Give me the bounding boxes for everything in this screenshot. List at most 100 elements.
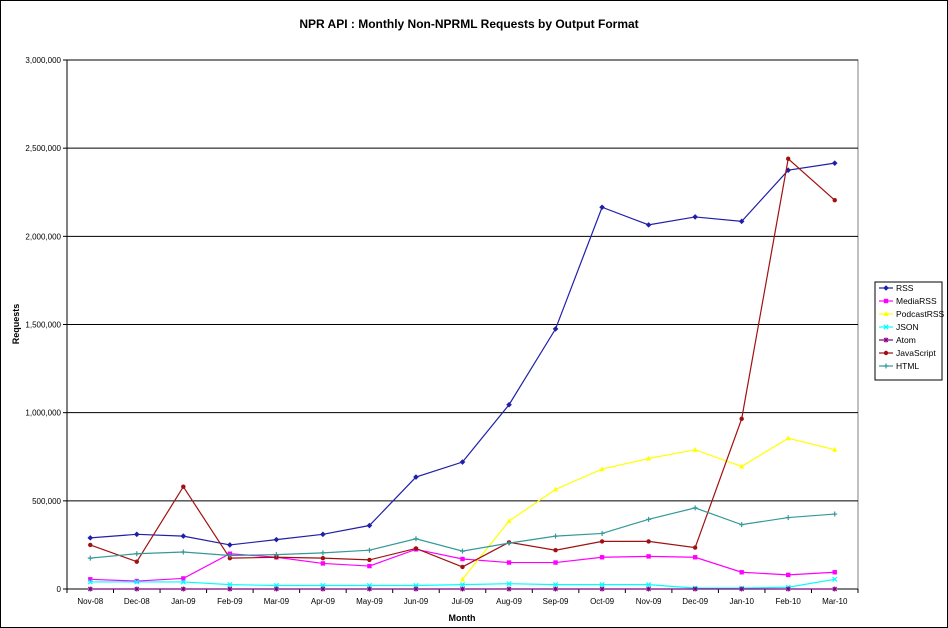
data-point-atom — [134, 586, 140, 592]
data-point-json — [134, 579, 140, 585]
legend-marker — [883, 298, 889, 304]
y-tick-label: 2,500,000 — [25, 144, 61, 153]
data-point-json — [227, 581, 233, 588]
data-point-json — [552, 581, 559, 588]
legend-marker — [883, 337, 889, 343]
legend-entry-html: HTML — [879, 361, 919, 371]
data-point-atom — [227, 586, 233, 592]
data-point-mediarss — [739, 570, 744, 575]
y-axis-title: Requests — [11, 304, 21, 345]
x-tick-label: Jan-09 — [171, 597, 196, 606]
legend-marker — [883, 311, 889, 316]
data-point-html — [692, 505, 698, 511]
data-point-rss — [87, 535, 94, 541]
y-tick-label: 500,000 — [32, 497, 61, 506]
x-tick-label: Feb-10 — [776, 597, 802, 606]
legend-entry-json: JSON — [879, 322, 919, 332]
legend-marker — [883, 324, 889, 330]
data-point-mediarss — [786, 572, 791, 578]
data-point-rss — [320, 531, 326, 538]
data-point-javascript — [413, 546, 419, 551]
data-point-atom — [413, 586, 419, 592]
x-tick-label: Jan-10 — [729, 597, 754, 606]
data-point-atom — [87, 586, 93, 592]
data-point-atom — [785, 586, 791, 592]
data-point-html — [646, 516, 652, 522]
series-lines — [87, 156, 838, 592]
data-point-javascript — [692, 545, 698, 550]
data-point-html — [785, 515, 791, 521]
y-tick-label: 3,000,000 — [25, 56, 61, 65]
data-point-rss — [506, 401, 512, 408]
data-point-html — [739, 522, 745, 528]
data-point-json — [459, 581, 466, 588]
data-point-html — [227, 552, 233, 558]
data-point-json — [599, 581, 605, 588]
data-point-atom — [506, 586, 512, 592]
data-point-mediarss — [88, 577, 93, 582]
data-point-rss — [599, 204, 605, 211]
series-podcastrss — [459, 435, 838, 582]
data-point-javascript — [181, 484, 186, 489]
data-point-json — [832, 576, 838, 582]
data-point-html — [134, 551, 140, 557]
x-tick-label: Jun-09 — [404, 597, 429, 606]
y-tick-label: 0 — [57, 585, 62, 594]
x-tick-label: Mar-09 — [264, 597, 290, 606]
data-point-podcastrss — [832, 446, 838, 452]
legend-label: JSON — [896, 322, 919, 332]
data-point-atom — [832, 586, 838, 592]
data-point-javascript — [832, 197, 837, 203]
data-point-mediarss — [134, 578, 139, 584]
data-point-html — [273, 552, 279, 558]
data-point-rss — [413, 474, 419, 480]
data-point-atom — [273, 586, 279, 592]
data-point-podcastrss — [506, 518, 512, 524]
data-point-html — [87, 555, 93, 561]
x-tick-label: Feb-09 — [217, 597, 243, 606]
data-point-rss — [738, 218, 745, 225]
data-point-mediarss — [832, 570, 837, 575]
data-point-javascript — [134, 559, 139, 564]
data-point-atom — [366, 586, 372, 592]
x-tick-label: Dec-09 — [682, 597, 708, 606]
data-point-json — [180, 579, 186, 585]
data-point-atom — [180, 586, 186, 592]
x-tick-label: Oct-09 — [590, 597, 615, 606]
data-point-html — [832, 511, 838, 517]
data-point-javascript — [739, 416, 744, 422]
data-point-atom — [553, 586, 559, 592]
data-point-json — [645, 581, 652, 588]
data-point-json — [87, 579, 93, 585]
data-point-rss — [366, 522, 373, 529]
data-point-rss — [692, 214, 698, 220]
legend-entry-javascript: JavaScript — [879, 348, 936, 358]
data-point-javascript — [274, 555, 279, 560]
series-javascript — [88, 156, 837, 570]
x-tick-label: Sep-09 — [543, 597, 569, 606]
y-tick-label: 1,000,000 — [25, 409, 61, 418]
data-point-podcastrss — [785, 435, 791, 441]
chart-title: NPR API : Monthly Non-NPRML Requests by … — [299, 17, 638, 31]
legend-label: Atom — [896, 335, 916, 345]
data-point-html — [320, 550, 326, 556]
data-point-rss — [459, 459, 466, 465]
data-point-podcastrss — [646, 455, 652, 461]
data-point-rss — [831, 160, 838, 166]
legend-marker — [883, 350, 889, 356]
x-tick-label: May-09 — [356, 597, 383, 606]
legend-entry-mediarss: MediaRSS — [879, 296, 937, 306]
data-point-html — [599, 530, 605, 536]
data-point-podcastrss — [552, 486, 559, 492]
data-point-mediarss — [506, 560, 512, 565]
data-point-json — [506, 581, 512, 587]
legend-label: MediaRSS — [896, 296, 937, 306]
data-point-mediarss — [646, 554, 651, 559]
series-atom — [87, 586, 838, 592]
data-point-rss — [180, 533, 187, 539]
data-point-javascript — [599, 539, 605, 544]
data-point-html — [180, 549, 186, 555]
data-point-atom — [646, 586, 652, 592]
data-point-podcastrss — [599, 466, 605, 472]
